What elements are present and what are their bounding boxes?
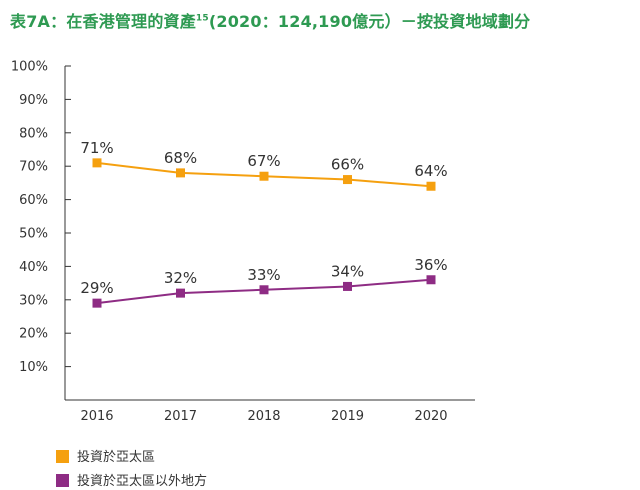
- legend-label-asia-pacific: 投資於亞太區: [77, 450, 156, 465]
- data-point: [92, 158, 102, 168]
- y-tick-label: 50%: [19, 227, 48, 242]
- y-tick-label: 70%: [19, 160, 48, 175]
- legend-item-asia-pacific: 投資於亞太區: [56, 446, 155, 465]
- legend-label-outside-asia-pacific: 投資於亞太區以外地方: [77, 474, 208, 489]
- chart-title-suffix: (2020：124,190億元）－按投資地域劃分: [208, 12, 531, 31]
- x-tick-label: 2016: [80, 409, 113, 424]
- data-label: 64%: [414, 162, 447, 180]
- y-tick-label: 100%: [11, 60, 48, 75]
- chart-title: 表7A：在香港管理的資產15(2020：124,190億元）－按投資地域劃分: [10, 8, 530, 32]
- y-tick-label: 40%: [19, 260, 48, 275]
- data-label: 67%: [247, 152, 280, 170]
- data-point: [176, 168, 185, 178]
- x-tick-label: 2020: [414, 409, 447, 424]
- y-tick-label: 10%: [19, 360, 48, 375]
- y-tick-label: 90%: [19, 93, 48, 108]
- legend-swatch-asia-pacific: [56, 450, 69, 463]
- data-point: [343, 281, 352, 291]
- data-label: 34%: [331, 262, 364, 280]
- data-label: 29%: [80, 279, 113, 297]
- x-tick-label: 2017: [164, 409, 197, 424]
- data-point: [259, 285, 269, 295]
- legend-swatch-outside-asia-pacific: [56, 474, 69, 487]
- x-tick-label: 2018: [247, 409, 280, 424]
- chart-title-main: 表7A：在香港管理的資產: [10, 12, 196, 31]
- data-point: [426, 275, 436, 285]
- data-label: 68%: [164, 149, 197, 167]
- data-point: [343, 175, 352, 185]
- x-tick-label: 2019: [331, 409, 364, 424]
- data-label: 32%: [164, 269, 197, 287]
- data-point: [259, 171, 269, 181]
- data-point: [176, 288, 185, 298]
- data-label: 71%: [80, 139, 113, 157]
- data-label: 36%: [414, 256, 447, 274]
- y-tick-label: 80%: [19, 126, 48, 141]
- legend-item-outside-asia-pacific: 投資於亞太區以外地方: [56, 470, 207, 489]
- y-tick-label: 60%: [19, 193, 48, 208]
- data-point: [92, 298, 102, 308]
- y-tick-label: 20%: [19, 327, 48, 342]
- data-point: [426, 181, 436, 191]
- line-chart: 10% 20% 30% 40% 50% 60% 70% 80% 90% 100% 2016 2017 2…: [11, 60, 475, 424]
- y-tick-label: 30%: [19, 293, 48, 308]
- data-label: 33%: [247, 266, 280, 284]
- chart-title-footnote-ref: 15: [195, 13, 209, 24]
- data-label: 66%: [331, 156, 364, 174]
